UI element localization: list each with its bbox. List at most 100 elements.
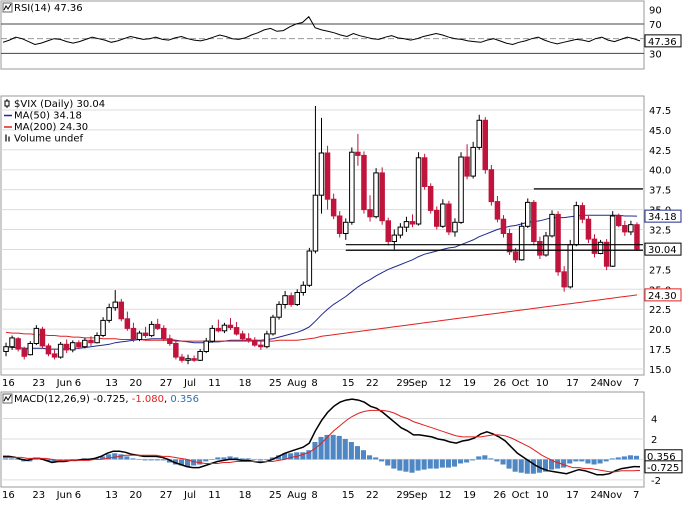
price-candle bbox=[446, 200, 452, 236]
macd-histogram-bar bbox=[561, 459, 567, 468]
price-candle bbox=[33, 325, 40, 346]
price-candle bbox=[531, 200, 537, 246]
x-tick-label: 8 bbox=[311, 490, 317, 501]
macd-value-tag-text: -0.725 bbox=[647, 463, 679, 474]
price-candle bbox=[585, 215, 592, 244]
macd-histogram-bar bbox=[379, 459, 385, 462]
price-candle bbox=[579, 202, 586, 224]
x-tick-label: 13 bbox=[105, 490, 118, 501]
macd-x-axis: 16 23 Jun 6 13 20 27 Jul 11 18 25 Aug 8 15 22 29 Sep 12 19… bbox=[2, 490, 639, 501]
price-candle bbox=[106, 303, 112, 323]
macd-histogram-bar bbox=[342, 439, 348, 460]
price-candle bbox=[622, 220, 628, 236]
price-candle bbox=[270, 314, 276, 336]
price-candle bbox=[142, 326, 149, 338]
price-y-tick-label: 27.5 bbox=[649, 265, 671, 276]
x-tick-label: 24 bbox=[591, 378, 604, 389]
x-tick-label: 27 bbox=[160, 490, 173, 501]
macd-histogram-bar bbox=[221, 457, 227, 460]
x-tick-label: 25 bbox=[269, 490, 282, 501]
price-candle bbox=[70, 340, 76, 353]
x-tick-label: 12 bbox=[439, 378, 452, 389]
macd-histogram-bar bbox=[458, 459, 464, 464]
price-candle bbox=[385, 217, 391, 246]
price-candle bbox=[324, 145, 331, 210]
price-candle bbox=[500, 215, 507, 238]
price-candle bbox=[343, 218, 349, 240]
macd-histogram-bar bbox=[245, 458, 251, 460]
x-tick-label: Oct bbox=[512, 378, 529, 389]
price-value-tag: 24.30 bbox=[644, 288, 682, 302]
macd-histogram-bar bbox=[3, 458, 9, 460]
macd-histogram-bar bbox=[609, 458, 615, 460]
price-candle bbox=[221, 322, 228, 334]
x-tick-label: 10 bbox=[536, 490, 549, 501]
price-x-axis: 16 23 Jun 6 13 20 27 Jul 11 18 25 Aug 8 15 22 29 Sep 12 19… bbox=[2, 378, 639, 389]
rsi-value-tag-text: 47.36 bbox=[648, 37, 677, 48]
price-y-tick-label: 42.5 bbox=[649, 146, 671, 157]
price-value-tag: 30.04 bbox=[644, 242, 682, 256]
price-value-tag-text: 30.04 bbox=[648, 245, 677, 256]
price-candle bbox=[609, 211, 616, 267]
price-candle bbox=[434, 206, 440, 230]
price-candle bbox=[27, 341, 33, 356]
macd-y-tick-label: 4 bbox=[651, 415, 657, 426]
macd-histogram-bar bbox=[500, 459, 506, 465]
macd-histogram-bar bbox=[166, 459, 172, 463]
price-candle bbox=[161, 325, 167, 342]
x-tick-label: 7 bbox=[633, 490, 639, 501]
macd-value-tag: -0.725 bbox=[644, 460, 683, 474]
macd-histogram-bar bbox=[530, 459, 536, 474]
macd-histogram-bar bbox=[633, 455, 639, 460]
x-tick-label: 22 bbox=[366, 490, 379, 501]
rsi-series-line bbox=[2, 15, 641, 46]
macd-histogram-bar bbox=[178, 459, 184, 466]
price-value-tag-text: 34.18 bbox=[648, 212, 677, 223]
price-legend-item: $VIX (Daily) 30.04 bbox=[4, 99, 105, 110]
price-candle bbox=[318, 117, 325, 214]
macd-histogram-bar bbox=[324, 434, 330, 460]
price-candle bbox=[45, 343, 52, 357]
macd-histogram-bar bbox=[445, 459, 451, 468]
rsi-panel: 9070503047.36 RSI(14) 47.36 bbox=[0, 0, 682, 70]
macd-histogram-bar bbox=[360, 450, 366, 460]
rsi-y-tick-label: 70 bbox=[649, 20, 662, 31]
price-candle bbox=[154, 318, 161, 330]
x-tick-label: 11 bbox=[208, 490, 221, 501]
macd-histogram-bar bbox=[421, 459, 427, 470]
price-candle bbox=[525, 198, 531, 228]
price-value-tag: 34.18 bbox=[644, 209, 682, 223]
price-candle bbox=[300, 281, 306, 296]
macd-histogram-bar bbox=[573, 459, 579, 462]
macd-histogram-bar bbox=[282, 453, 288, 460]
price-legend-label: MA(50) 34.18 bbox=[14, 111, 82, 122]
price-candle bbox=[567, 239, 573, 289]
price-y-tick-label: 15.0 bbox=[649, 365, 671, 376]
x-tick-label: 13 bbox=[105, 378, 118, 389]
x-tick-label: Aug bbox=[287, 378, 307, 389]
macd-histogram-bar bbox=[172, 459, 178, 465]
price-candle bbox=[312, 105, 319, 254]
price-candle bbox=[373, 168, 379, 219]
macd-histogram-bar bbox=[621, 456, 627, 460]
price-candle bbox=[616, 213, 622, 228]
macd-histogram-bar bbox=[506, 459, 512, 469]
macd-histogram-bar bbox=[476, 456, 482, 460]
x-tick-label: 26 bbox=[493, 378, 506, 389]
macd-histogram-bar bbox=[585, 459, 591, 464]
x-tick-label: Oct bbox=[512, 490, 529, 501]
price-candle bbox=[427, 183, 434, 214]
price-value-tag-text: 24.30 bbox=[648, 291, 677, 302]
macd-histogram-bar bbox=[470, 459, 476, 461]
price-candle bbox=[57, 341, 64, 359]
macd-histogram-bar bbox=[409, 459, 415, 473]
x-tick-label: Nov bbox=[603, 490, 623, 501]
x-tick-label: 23 bbox=[32, 378, 45, 389]
macd-histogram-bar bbox=[518, 459, 524, 473]
x-tick-label: 22 bbox=[366, 378, 379, 389]
x-tick-label: 24 bbox=[591, 490, 604, 501]
macd-histogram-bar bbox=[124, 456, 130, 460]
macd-histogram-bar bbox=[15, 459, 21, 460]
macd-histogram-bar bbox=[288, 453, 294, 460]
macd-histogram-bar bbox=[51, 459, 57, 463]
